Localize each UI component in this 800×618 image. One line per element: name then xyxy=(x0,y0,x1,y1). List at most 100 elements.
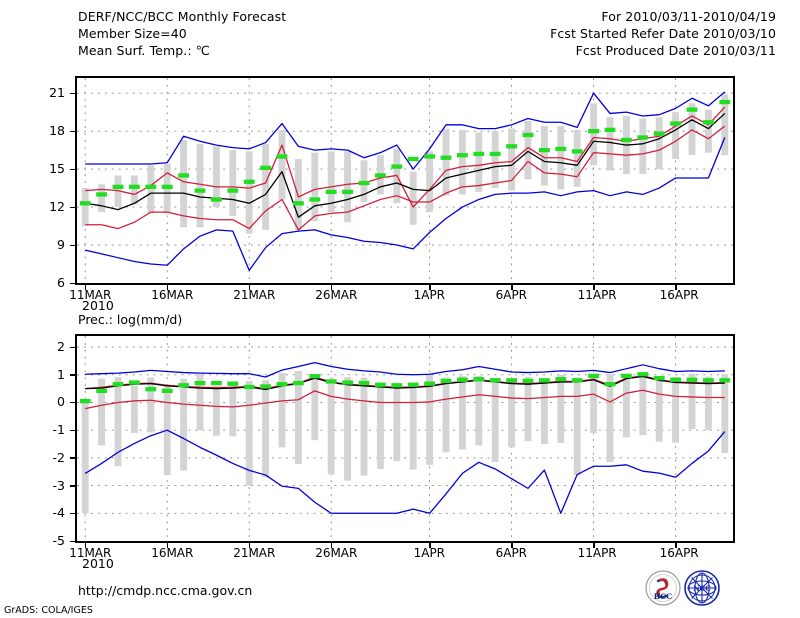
x-axis-tick-label: 26MAR xyxy=(315,546,358,560)
y-axis-tick xyxy=(70,206,75,209)
x-axis-tick-label: 16APR xyxy=(659,546,699,560)
x-axis-tick xyxy=(429,285,431,290)
y-axis-tick xyxy=(70,346,75,349)
temperature-plot-inner xyxy=(77,78,733,283)
y-axis-tick xyxy=(70,457,75,459)
x-axis-tick xyxy=(511,543,513,548)
svg-text:BCC: BCC xyxy=(654,592,672,601)
x-axis-tick-label: 21MAR xyxy=(233,288,276,302)
header-left-block: DERF/NCC/BCC Monthly Forecast Member Siz… xyxy=(78,8,286,59)
y-axis-tick-label: -5 xyxy=(52,533,65,548)
header-member-size: Member Size=40 xyxy=(78,26,187,41)
header-produced-date: Fcst Produced Date 2010/03/11 xyxy=(575,43,776,58)
header-title: DERF/NCC/BCC Monthly Forecast xyxy=(78,9,287,24)
y-axis-tick xyxy=(70,282,75,284)
grads-credit: GrADS: COLA/IGES xyxy=(4,605,93,616)
y-axis-tick-label: 15 xyxy=(49,161,65,177)
x-axis-tick xyxy=(166,285,169,290)
temperature-plot-canvas xyxy=(77,78,733,283)
y-axis-tick-label: 1 xyxy=(57,366,65,382)
series-line xyxy=(85,125,726,231)
x-axis-tick xyxy=(248,543,251,548)
y-axis-tick-label: 12 xyxy=(49,199,65,215)
precipitation-plot xyxy=(75,334,735,543)
x-axis-tick-label: 1APR xyxy=(413,288,446,302)
series-line xyxy=(85,91,726,170)
x-axis-tick-label: 26MAR xyxy=(315,288,358,302)
precipitation-plot-canvas xyxy=(77,336,733,541)
series-line xyxy=(85,375,725,391)
observation-markers xyxy=(79,99,731,206)
header-temp-variable: Mean Surf. Temp.: ℃ xyxy=(78,43,210,58)
x-axis-tick xyxy=(330,285,333,290)
y-axis-tick-label: 21 xyxy=(49,85,65,101)
precipitation-plot-inner xyxy=(77,336,733,541)
y-axis-tick xyxy=(70,540,75,542)
x-axis-tick xyxy=(593,543,595,548)
x-axis-tick xyxy=(248,285,251,290)
x-axis-tick xyxy=(593,285,595,290)
x-axis-tick xyxy=(511,285,513,290)
x-axis-tick-label: 16MAR xyxy=(151,288,194,302)
x-axis-tick-label: 11MAR xyxy=(69,546,112,560)
x-axis-tick-label: 6APR xyxy=(495,288,528,302)
x-axis-tick-label: 11MAR xyxy=(69,288,112,302)
y-axis-tick-label: -1 xyxy=(52,422,65,438)
x-axis-tick-label: 1APR xyxy=(413,546,446,560)
series-line xyxy=(85,375,725,390)
x-axis-tick xyxy=(166,543,169,548)
y-axis-tick-label: 18 xyxy=(49,123,65,139)
header-forecast-period: For 2010/03/11-2010/04/19 xyxy=(601,9,776,24)
series-line xyxy=(85,361,725,378)
y-axis-tick xyxy=(70,374,75,376)
y-axis-tick xyxy=(70,401,75,404)
x-axis-tick xyxy=(429,543,431,548)
x-axis-tick xyxy=(675,543,677,548)
temperature-year-label: 2010 xyxy=(82,298,114,313)
svg-text:NCC: NCC xyxy=(693,584,711,593)
y-axis-tick xyxy=(70,429,75,432)
header-right-block: For 2010/03/11-2010/04/19 Fcst Started R… xyxy=(550,8,776,59)
series-line xyxy=(85,112,726,218)
temperature-plot xyxy=(75,76,735,285)
x-axis-tick xyxy=(330,543,333,548)
header-start-refer-date: Fcst Started Refer Date 2010/03/10 xyxy=(550,26,776,41)
y-axis-tick xyxy=(70,168,75,171)
x-axis-tick-label: 11APR xyxy=(577,288,617,302)
y-axis-tick-label: -4 xyxy=(52,505,65,521)
header: DERF/NCC/BCC Monthly Forecast Member Siz… xyxy=(0,0,800,66)
x-axis-tick-label: 16MAR xyxy=(151,546,194,560)
x-axis-tick-label: 21MAR xyxy=(233,546,276,560)
y-axis-tick xyxy=(70,244,75,247)
y-axis-tick-label: -2 xyxy=(52,449,65,465)
x-axis-tick xyxy=(675,285,677,290)
series-line xyxy=(85,137,726,271)
precipitation-title: Prec.: log(mm/d) xyxy=(78,312,183,327)
y-axis-tick-label: 9 xyxy=(57,237,65,253)
spread-bars xyxy=(81,94,729,234)
y-axis-tick xyxy=(70,92,75,95)
series-line xyxy=(85,389,725,410)
y-axis-tick-label: -3 xyxy=(52,477,65,493)
series-line xyxy=(84,429,726,514)
ncc-wmo-logo-icon: NCC xyxy=(684,569,720,607)
series-line xyxy=(85,106,726,208)
precipitation-year-label: 2010 xyxy=(82,556,114,571)
source-url[interactable]: http://cmdp.ncc.cma.gov.cn xyxy=(78,583,253,598)
y-axis-tick-label: 0 xyxy=(57,394,65,410)
x-axis-tick xyxy=(84,285,87,290)
y-axis-tick xyxy=(70,512,75,515)
x-axis-tick-label: 6APR xyxy=(495,546,528,560)
x-axis-tick-label: 16APR xyxy=(659,288,699,302)
x-axis-tick-label: 11APR xyxy=(577,546,617,560)
x-axis-tick xyxy=(84,543,87,548)
gridlines xyxy=(77,78,733,283)
y-axis-tick-label: 6 xyxy=(57,275,65,290)
y-axis-tick-label: 2 xyxy=(57,339,65,355)
logo-group: BCC NCC xyxy=(645,569,720,609)
observation-markers xyxy=(79,372,731,404)
y-axis-tick xyxy=(70,130,75,133)
bcc-logo-icon: BCC xyxy=(645,569,681,607)
y-axis-tick xyxy=(70,485,75,487)
